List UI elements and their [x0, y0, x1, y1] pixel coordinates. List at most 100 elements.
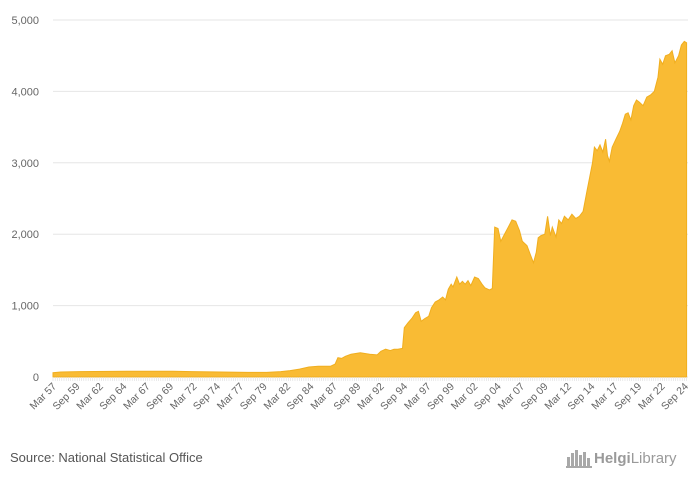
- data-point: [298, 367, 302, 371]
- helgi-library-logo[interactable]: Helgi Library: [566, 447, 677, 469]
- data-point: [375, 353, 379, 357]
- data-point: [379, 349, 383, 353]
- data-point: [496, 227, 500, 231]
- data-point: [469, 284, 473, 288]
- data-point: [265, 370, 269, 374]
- data-point: [455, 275, 459, 279]
- data-point: [506, 225, 510, 229]
- data-point: [649, 93, 653, 97]
- data-point: [585, 189, 589, 193]
- data-point: [588, 175, 592, 179]
- data-point: [673, 61, 677, 65]
- data-point: [570, 212, 574, 216]
- data-point: [685, 41, 689, 45]
- data-point: [463, 282, 467, 286]
- data-point: [677, 54, 681, 58]
- data-point: [610, 145, 614, 149]
- data-point: [368, 352, 372, 356]
- series-layer: [51, 40, 689, 378]
- data-point: [581, 209, 585, 213]
- data-point: [626, 111, 630, 115]
- data-point: [171, 369, 175, 373]
- data-point: [460, 279, 464, 283]
- data-point: [614, 137, 618, 141]
- data-point: [333, 362, 337, 366]
- data-point: [246, 370, 250, 374]
- data-point: [401, 346, 405, 350]
- data-point: [629, 118, 633, 122]
- data-point: [562, 214, 566, 218]
- data-point: [606, 154, 610, 158]
- data-point: [601, 150, 605, 154]
- data-point: [591, 161, 595, 165]
- data-point: [483, 286, 487, 290]
- data-point: [574, 217, 578, 221]
- data-point: [499, 239, 503, 243]
- data-point: [618, 129, 622, 133]
- data-point: [529, 254, 533, 258]
- data-point: [480, 282, 484, 286]
- data-point: [396, 347, 400, 351]
- y-tick-label: 5,000: [11, 15, 39, 27]
- data-point: [661, 62, 665, 66]
- data-point: [490, 287, 494, 291]
- logo-name-bold: Helgi: [594, 449, 631, 467]
- data-point: [476, 277, 480, 281]
- data-point: [604, 137, 608, 141]
- data-point: [518, 229, 522, 233]
- data-point: [51, 371, 55, 375]
- data-point: [328, 364, 332, 368]
- data-point: [78, 370, 82, 374]
- data-point: [607, 159, 611, 163]
- data-point: [679, 43, 683, 47]
- data-point: [577, 214, 581, 218]
- data-point: [446, 287, 450, 291]
- data-point: [534, 250, 538, 254]
- data-point: [218, 370, 222, 374]
- data-point: [548, 234, 552, 238]
- data-point: [466, 279, 470, 283]
- data-point: [124, 369, 128, 373]
- data-point: [652, 89, 656, 93]
- data-point: [430, 306, 434, 310]
- y-tick-label: 4,000: [11, 86, 39, 98]
- data-point: [560, 222, 564, 226]
- data-point: [656, 75, 660, 79]
- data-point: [514, 219, 518, 223]
- data-point: [532, 261, 536, 265]
- data-point: [419, 319, 423, 323]
- data-point: [316, 364, 320, 368]
- data-point: [510, 218, 514, 222]
- data-point: [554, 235, 558, 239]
- y-tick-label: 3,000: [11, 158, 39, 170]
- y-tick-label: 0: [33, 372, 39, 384]
- data-point: [503, 232, 507, 236]
- data-point: [667, 52, 671, 56]
- city-skyline-icon: [566, 450, 592, 468]
- data-point: [632, 104, 636, 108]
- data-point: [550, 225, 554, 229]
- data-point: [406, 321, 410, 325]
- data-point: [288, 369, 292, 373]
- data-point: [451, 285, 455, 289]
- data-point: [543, 232, 547, 236]
- data-point: [539, 234, 543, 238]
- data-point: [441, 295, 445, 299]
- data-point: [641, 104, 645, 108]
- data-point: [410, 317, 414, 321]
- data-point: [598, 143, 602, 147]
- data-point: [458, 282, 462, 286]
- data-point: [307, 365, 311, 369]
- data-point: [670, 49, 674, 53]
- data-point: [592, 145, 596, 149]
- data-point: [645, 95, 649, 99]
- data-point: [658, 57, 662, 61]
- data-point: [349, 352, 353, 356]
- data-point: [59, 370, 63, 374]
- data-point: [621, 122, 625, 126]
- data-point: [392, 347, 396, 351]
- data-point: [190, 370, 194, 374]
- data-point: [444, 298, 448, 302]
- data-point: [637, 100, 641, 104]
